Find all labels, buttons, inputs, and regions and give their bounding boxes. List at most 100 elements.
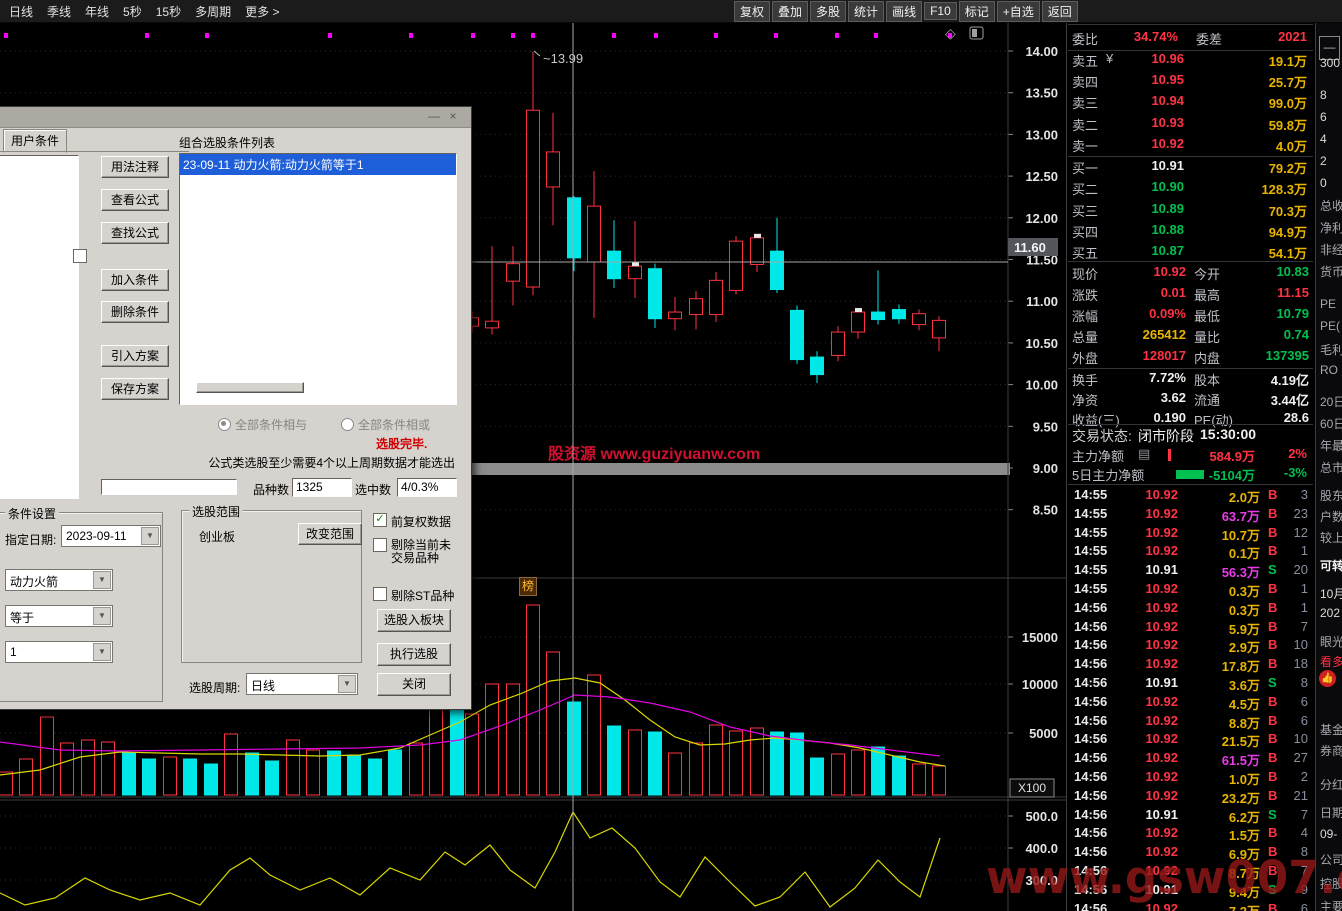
info-label: 流通 xyxy=(1194,393,1221,408)
close-button[interactable]: 关闭 xyxy=(377,673,451,696)
row-divider xyxy=(1068,484,1313,485)
candle-body xyxy=(750,237,764,266)
strip-item: 2 xyxy=(1320,154,1327,168)
exclude-untraded-checkbox[interactable] xyxy=(373,538,387,552)
menu-item[interactable]: 5秒 xyxy=(123,4,142,19)
strip-item: 股东 xyxy=(1320,489,1342,503)
volume-bar xyxy=(122,752,136,796)
chevron-down-icon[interactable]: ▼ xyxy=(93,607,111,625)
chevron-down-icon[interactable]: ▼ xyxy=(338,675,356,693)
chevron-down-icon[interactable]: ▼ xyxy=(93,643,111,661)
strip-item: 券商 xyxy=(1320,744,1342,758)
weicha-value: 2021 xyxy=(1278,29,1307,44)
tab-user-conditions[interactable]: 用户条件 xyxy=(3,129,67,153)
menu-button[interactable]: +自选 xyxy=(996,0,1040,22)
forward-adjust-label: 前复权数据 xyxy=(391,515,452,529)
dialog-close-icon[interactable]: × xyxy=(449,109,457,123)
thumbs-up-icon[interactable]: 👍 xyxy=(1319,670,1336,687)
dialog-button[interactable]: 保存方案 xyxy=(101,378,169,400)
info-value: 265412 xyxy=(1142,327,1186,342)
menu-item[interactable]: 年线 xyxy=(85,4,110,19)
dialog-button[interactable]: 用法注释 xyxy=(101,156,169,178)
level-amount: 19.1万 xyxy=(1268,54,1307,69)
dialog-button[interactable]: 查找公式 xyxy=(101,222,169,244)
exclude-st-checkbox[interactable] xyxy=(373,587,387,601)
date-combo[interactable]: 2023-09-11 ▼ xyxy=(61,525,161,547)
operator-combo[interactable]: 等于 ▼ xyxy=(5,605,113,627)
dialog-minimize-button[interactable]: — xyxy=(428,109,440,123)
menu-button[interactable]: 画线 xyxy=(886,0,923,22)
tick-row: 14:55 10.92 0.1万 B 1 xyxy=(1068,543,1313,562)
tick-amount: 0.3万 xyxy=(1228,602,1260,618)
chevron-down-icon[interactable]: ▼ xyxy=(93,571,111,589)
menu-item[interactable]: 日线 xyxy=(9,4,34,19)
menu-button[interactable]: 复权 xyxy=(734,0,771,22)
strip-item: 净利 xyxy=(1320,221,1342,235)
period-combo[interactable]: 日线 ▼ xyxy=(246,673,358,695)
volume-bar xyxy=(567,701,581,796)
tick-time: 14:55 xyxy=(1074,505,1108,521)
tree-checkbox[interactable] xyxy=(73,249,87,263)
tick-side: B xyxy=(1268,637,1278,653)
volume-bar xyxy=(750,727,764,796)
tick-count: 2 xyxy=(1300,769,1308,784)
selected-count-field: 4/0.3% xyxy=(397,478,457,497)
tick-row: 14:56 10.92 4.5万 B 6 xyxy=(1068,694,1313,713)
menu-item[interactable]: 多周期 xyxy=(195,4,232,19)
info-row: 换手 7.72% 股本 4.19亿 xyxy=(1068,370,1313,390)
tick-amount: 6.9万 xyxy=(1228,847,1260,863)
menu-button[interactable]: 统计 xyxy=(848,0,885,22)
pick-to-block-button[interactable]: 选股入板块 xyxy=(377,609,451,632)
menu-item[interactable]: 季线 xyxy=(47,4,72,19)
info-label: 换手 xyxy=(1072,373,1099,388)
hscrollbar-thumb[interactable] xyxy=(196,382,304,393)
tick-amount: 0.1万 xyxy=(1228,546,1260,562)
change-range-button[interactable]: 改变范围 xyxy=(298,523,362,545)
svg-text:9.00: 9.00 xyxy=(1033,461,1058,476)
radio-all-or[interactable] xyxy=(341,418,354,431)
info-value: 0.74 xyxy=(1283,327,1309,342)
menu-button[interactable]: F10 xyxy=(924,2,957,20)
dialog-title-bar[interactable] xyxy=(0,107,471,128)
menu-button[interactable]: 叠加 xyxy=(772,0,809,22)
condition-tree-listbox[interactable] xyxy=(0,155,79,499)
strip-item: 眼光 xyxy=(1320,635,1342,649)
forward-adjust-checkbox[interactable]: ✓ xyxy=(373,513,387,527)
info-label: 量比 xyxy=(1194,330,1221,345)
level-price: 10.89 xyxy=(1151,201,1184,216)
formula-combo[interactable]: 动力火箭 ▼ xyxy=(5,569,113,591)
tick-row: 14:56 10.92 5.9万 B 7 xyxy=(1068,619,1313,638)
volume-bar xyxy=(101,741,115,796)
dialog-button[interactable]: 查看公式 xyxy=(101,189,169,211)
svg-text:12.50: 12.50 xyxy=(1025,169,1058,184)
svg-text:9.50: 9.50 xyxy=(1033,419,1058,434)
volume-bar xyxy=(60,742,74,796)
rank-badge[interactable]: 榜 xyxy=(519,577,537,596)
radio-all-and[interactable] xyxy=(218,418,231,431)
menu-item[interactable]: 更多 > xyxy=(245,4,280,19)
volume-bar xyxy=(871,746,885,796)
menu-button[interactable]: 标记 xyxy=(958,0,995,22)
level-label: 买二 xyxy=(1072,182,1099,197)
value-combo[interactable]: 1 ▼ xyxy=(5,641,113,663)
chevron-down-icon[interactable]: ▼ xyxy=(141,527,159,545)
dialog-button[interactable]: 加入条件 xyxy=(101,269,169,291)
level-price: 10.94 xyxy=(1151,93,1184,108)
species-label: 品种数 xyxy=(253,483,290,497)
menu-button[interactable]: 返回 xyxy=(1041,0,1078,22)
candle-body xyxy=(587,205,601,263)
strip-item: PE xyxy=(1320,297,1337,311)
candle-body xyxy=(709,279,723,316)
collapse-button[interactable]: — xyxy=(1319,36,1340,60)
selected-condition-row[interactable]: 23-09-11 动力火箭:动力火箭等于1 xyxy=(180,154,456,175)
run-pick-button[interactable]: 执行选股 xyxy=(377,643,451,666)
menu-item[interactable]: 15秒 xyxy=(155,4,182,19)
net-bar-red xyxy=(1168,449,1171,461)
dialog-button[interactable]: 引入方案 xyxy=(101,345,169,367)
menu-button[interactable]: 多股 xyxy=(810,0,847,22)
dialog-button[interactable]: 删除条件 xyxy=(101,301,169,323)
condition-listbox[interactable]: 23-09-11 动力火箭:动力火箭等于1 xyxy=(179,153,457,405)
tick-side: B xyxy=(1268,693,1278,709)
main-net-pct: 2% xyxy=(1288,446,1307,461)
tab-divider xyxy=(0,151,189,152)
